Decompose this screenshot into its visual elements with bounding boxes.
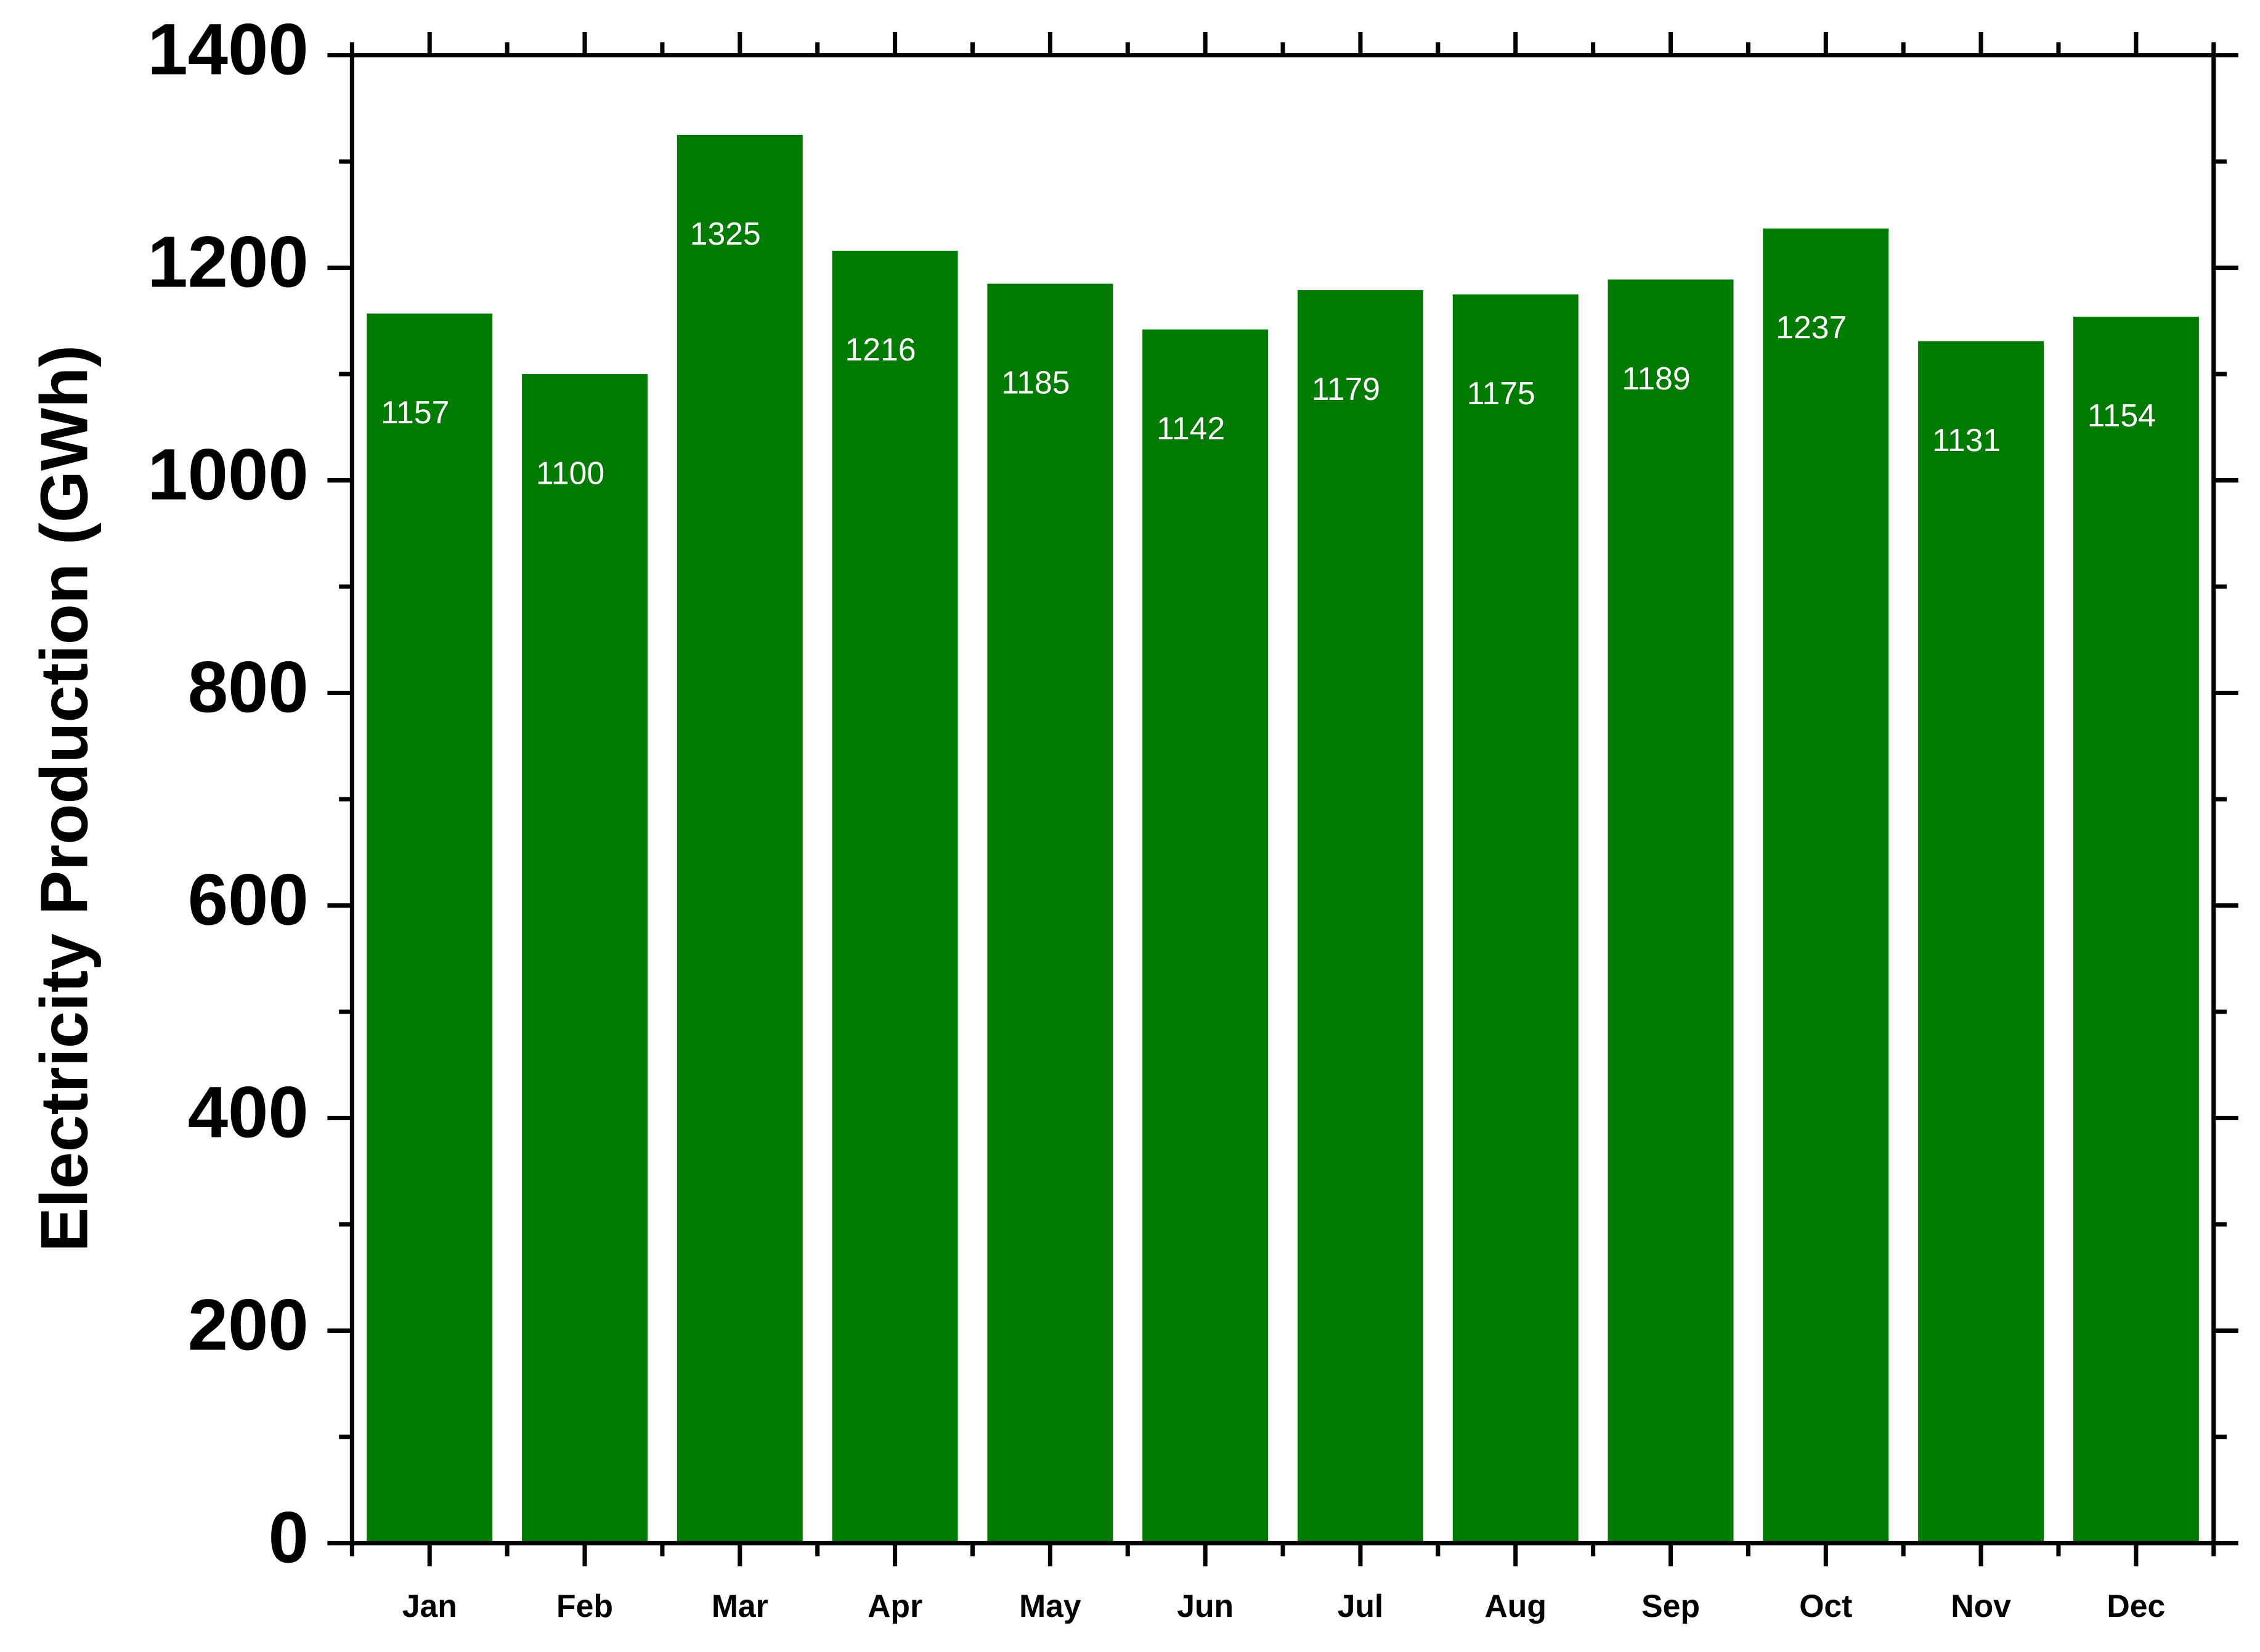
x-tick-label: Oct bbox=[1799, 1588, 1852, 1624]
x-tick-label: Dec bbox=[2107, 1588, 2165, 1624]
value-label: 1157 bbox=[381, 394, 449, 430]
x-tick-label: May bbox=[1019, 1588, 1081, 1624]
y-tick-label: 1000 bbox=[147, 434, 309, 515]
x-tick-label: Nov bbox=[1951, 1588, 2011, 1624]
bar bbox=[1763, 228, 1889, 1544]
bar bbox=[522, 374, 648, 1544]
bar bbox=[1142, 329, 1269, 1544]
y-tick-label: 200 bbox=[188, 1284, 309, 1365]
y-tick-label: 1400 bbox=[147, 9, 309, 90]
x-tick-label: Jun bbox=[1177, 1588, 1234, 1624]
bar bbox=[677, 134, 803, 1544]
value-label: 1237 bbox=[1776, 309, 1847, 345]
x-tick-label: Jul bbox=[1338, 1588, 1384, 1624]
x-tick-label: Aug bbox=[1484, 1588, 1547, 1624]
value-label: 1179 bbox=[1312, 371, 1380, 407]
x-tick-label: Mar bbox=[712, 1588, 768, 1624]
value-label: 1325 bbox=[690, 216, 761, 251]
y-tick-label: 800 bbox=[188, 647, 309, 728]
x-tick-label: Apr bbox=[868, 1588, 922, 1624]
x-tick-label: Sep bbox=[1641, 1588, 1700, 1624]
bar bbox=[1608, 279, 1734, 1544]
bar bbox=[1297, 290, 1423, 1544]
y-tick-label: 600 bbox=[188, 860, 309, 940]
value-label: 1131 bbox=[1932, 422, 2001, 458]
x-tick-label: Jan bbox=[402, 1588, 457, 1624]
bar bbox=[1918, 341, 2044, 1544]
y-axis-label: Electricity Production (GWh) bbox=[26, 345, 101, 1252]
value-label: 1142 bbox=[1156, 410, 1225, 446]
value-label: 1154 bbox=[2087, 397, 2156, 433]
value-label: 1185 bbox=[1001, 365, 1070, 401]
value-label: 1100 bbox=[536, 455, 604, 490]
y-tick-label: 1200 bbox=[147, 222, 309, 303]
bar bbox=[832, 250, 958, 1544]
bar bbox=[987, 283, 1113, 1544]
y-tick-label: 0 bbox=[268, 1497, 308, 1577]
x-tick-label: Feb bbox=[556, 1588, 613, 1624]
value-label: 1175 bbox=[1467, 375, 1535, 411]
bar bbox=[2073, 316, 2199, 1544]
bar bbox=[1452, 294, 1579, 1544]
bar bbox=[367, 313, 493, 1544]
value-label: 1216 bbox=[845, 332, 916, 367]
value-label: 1189 bbox=[1622, 360, 1690, 396]
y-tick-label: 400 bbox=[188, 1072, 309, 1152]
